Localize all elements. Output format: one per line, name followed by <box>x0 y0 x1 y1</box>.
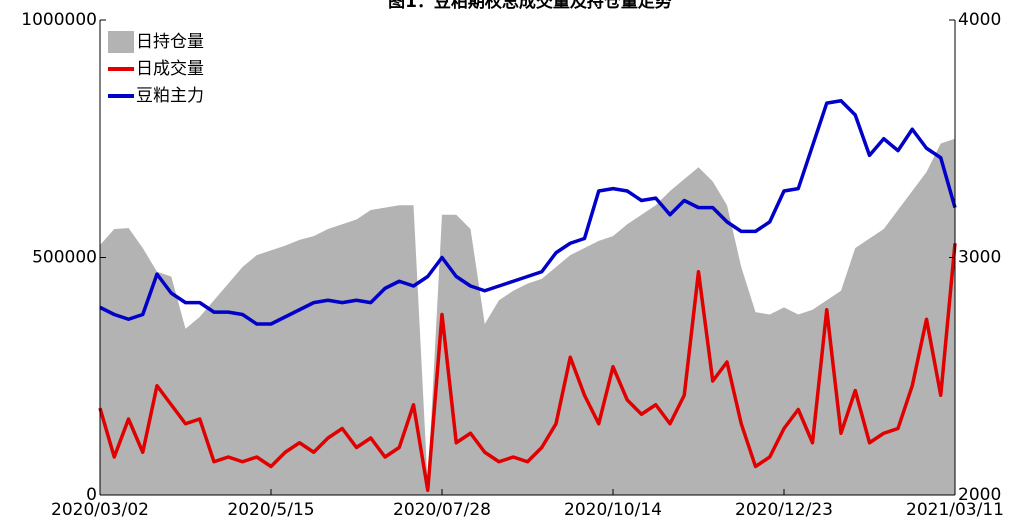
legend-label: 豆粕主力 <box>136 86 204 106</box>
x-tick-label: 2020/07/28 <box>393 500 491 520</box>
y-tick-label: 0 <box>86 485 97 505</box>
legend-swatch <box>108 31 134 53</box>
area <box>100 138 955 495</box>
x-tick-label: 2021/03/11 <box>906 500 1004 520</box>
line <box>98 243 957 492</box>
x-tick-label: 2020/03/02 <box>51 500 149 520</box>
y2-tick-label: 3000 <box>958 248 1001 268</box>
y2-tick-label: 4000 <box>958 10 1001 30</box>
line <box>99 99 957 326</box>
legend-label: 日持仓量 <box>136 32 204 52</box>
chart-title: 图1：豆粕期权总成交量及持仓量走势 <box>388 0 672 12</box>
legend-label: 日成交量 <box>136 59 204 79</box>
y-tick-label: 1000000 <box>21 10 97 30</box>
y-tick-label: 500000 <box>32 248 97 268</box>
x-tick-label: 2020/12/23 <box>735 500 833 520</box>
x-tick-label: 2020/5/15 <box>227 500 314 520</box>
x-tick-label: 2020/10/14 <box>564 500 662 520</box>
y2-tick-label: 2000 <box>958 485 1001 505</box>
